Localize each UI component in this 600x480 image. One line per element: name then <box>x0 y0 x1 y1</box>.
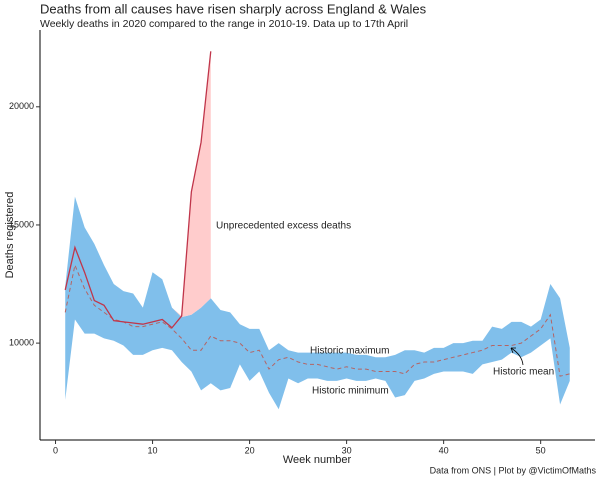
excess-area <box>65 51 211 318</box>
annotation: Unprecedented excess deaths <box>216 221 351 232</box>
historic-range <box>65 196 570 410</box>
y-axis-label: Deaths registered <box>4 192 16 279</box>
y-tick-label: 15000 <box>9 219 34 229</box>
x-tick-label: 30 <box>342 445 352 455</box>
chart-title: Deaths from all causes have risen sharpl… <box>40 1 427 16</box>
annotation: Historic mean <box>493 367 554 378</box>
x-tick-label: 20 <box>245 445 255 455</box>
chart-subtitle: Weekly deaths in 2020 compared to the ra… <box>40 18 408 30</box>
annotation: Historic minimum <box>312 386 389 397</box>
annotation-arrowhead <box>510 347 516 354</box>
caption: Data from ONS | Plot by @VictimOfMaths <box>430 465 597 475</box>
y-tick-label: 20000 <box>9 101 34 111</box>
x-axis-label: Week number <box>283 454 352 466</box>
x-tick-label: 40 <box>439 445 449 455</box>
series-line <box>64 51 212 329</box>
x-tick-label: 50 <box>536 445 546 455</box>
annotation: Historic maximum <box>310 346 389 357</box>
y-tick-label: 10000 <box>9 337 34 347</box>
x-tick-label: 0 <box>53 445 58 455</box>
series-line <box>64 263 570 377</box>
x-tick-label: 10 <box>148 445 158 455</box>
annotation-arrow <box>510 347 524 366</box>
